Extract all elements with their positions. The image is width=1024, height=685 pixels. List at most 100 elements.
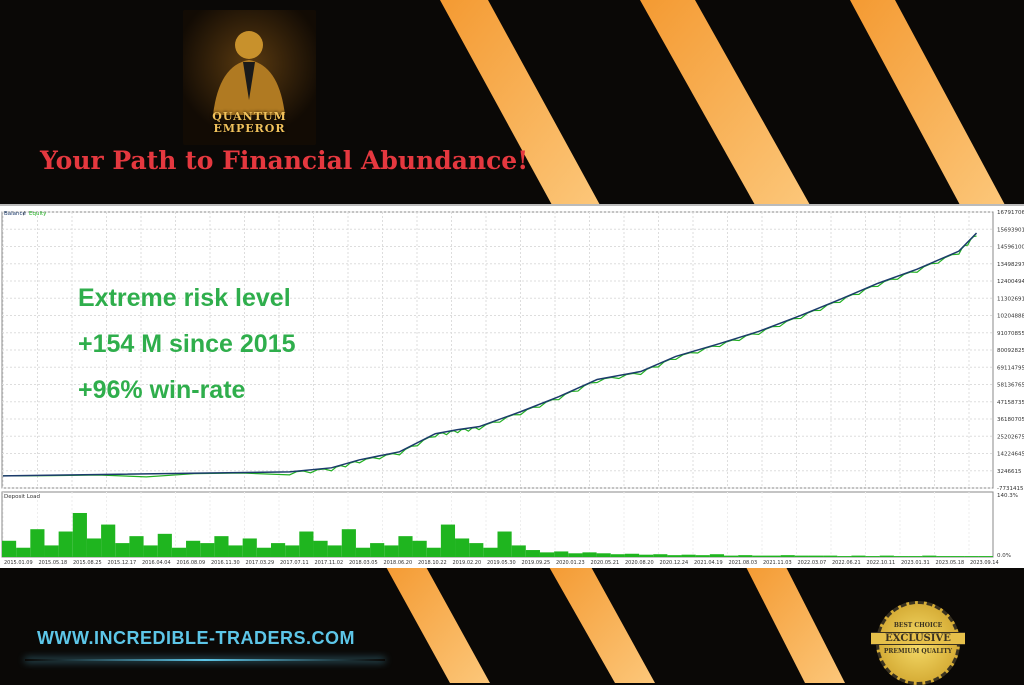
deposit-load-bar [498, 532, 512, 557]
deposit-load-bar [342, 529, 356, 557]
x-tick-label: 2017.03.29 [246, 560, 275, 566]
x-tick-label: 2018.03.05 [349, 560, 378, 566]
x-tick-label: 2016.04.04 [142, 560, 171, 566]
deposit-load-title: Deposit Load [4, 494, 40, 500]
y-tick-label: 91070855 [997, 331, 1024, 337]
x-tick-label: 2018.06.20 [384, 560, 413, 566]
stripe [640, 0, 810, 205]
deposit-load-bar [73, 513, 87, 557]
deposit-load-bar [696, 555, 710, 557]
deposit-load-bar [653, 554, 667, 557]
y-tick-label: 10204888 [997, 314, 1024, 320]
deposit-load-bar [682, 555, 696, 557]
x-tick-label: 2016.11.30 [211, 560, 240, 566]
y-tick-label: 25202675 [997, 434, 1024, 440]
deposit-load-bar [894, 556, 908, 557]
deposit-load-bar [908, 556, 922, 557]
deposit-load-bar [781, 555, 795, 557]
deposit-load-bar [214, 536, 228, 557]
legend-equity: Equity [29, 211, 47, 217]
deposit-load-bar [766, 556, 780, 557]
deposit-load-bar [356, 548, 370, 557]
x-tick-label: 2017.07.11 [280, 560, 309, 566]
x-tick-label: 2020.12.24 [660, 560, 689, 566]
deposit-load-bar [129, 536, 143, 557]
deposit-load-bar [752, 556, 766, 557]
deposit-load-bar [809, 556, 823, 557]
legend-separator: / [23, 211, 25, 217]
deposit-load-bar [285, 545, 299, 557]
deposit-load-bar [922, 556, 936, 557]
x-tick-label: 2021.11.03 [763, 560, 792, 566]
deposit-load-bar [568, 553, 582, 557]
deposit-load-bar [738, 555, 752, 557]
deposit-load-bar [2, 541, 16, 557]
deposit-load-bar [611, 554, 625, 557]
x-tick-label: 2023.09.14 [970, 560, 999, 566]
deposit-load-bar [667, 555, 681, 557]
y-tick-label: 80092825 [997, 348, 1024, 354]
deposit-load-bar [526, 550, 540, 557]
y-tick-label: 3246615 [997, 469, 1022, 475]
promo-risk-level: Extreme risk level [78, 284, 291, 313]
deposit-load-bar [370, 543, 384, 557]
x-tick-label: 2015.05.18 [39, 560, 68, 566]
x-tick-label: 2015.12.17 [108, 560, 137, 566]
stripe [548, 565, 655, 683]
x-tick-label: 2015.01.09 [4, 560, 33, 566]
y-tick-label: 11302691 [997, 296, 1024, 302]
badge-top: BEST CHOICE [879, 622, 957, 629]
x-tick-label: 2017.11.02 [315, 560, 344, 566]
deposit-load-bar [413, 541, 427, 557]
deposit-load-bar [384, 545, 398, 557]
y-tick-label: 47158735 [997, 400, 1024, 406]
y-tick-label: 14224645 [997, 452, 1024, 458]
y-tick-label: 36180705 [997, 417, 1024, 423]
deposit-load-bar [724, 556, 738, 557]
quantum-emperor-logo: QUANTUM EMPEROR [183, 10, 316, 145]
deposit-load-bar [186, 541, 200, 557]
deposit-load-bar [483, 548, 497, 557]
y-tick-label: 13498297 [997, 262, 1024, 268]
deposit-load-bar [625, 554, 639, 557]
x-tick-label: 2019.09.25 [522, 560, 551, 566]
x-tick-label: 2023.01.31 [901, 560, 930, 566]
stripe [850, 0, 1005, 205]
deposit-load-bar [512, 545, 526, 557]
glow-underline [25, 659, 385, 661]
x-tick-label: 2020.01.23 [556, 560, 585, 566]
deposit-load-bar [271, 543, 285, 557]
deposit-load-bar [328, 545, 342, 557]
y-tick-label: 15693901 [997, 227, 1024, 233]
deposit-load-bar [427, 548, 441, 557]
stripe [745, 565, 845, 683]
deposit-load-bar [44, 545, 58, 557]
deposit-load-bar [597, 553, 611, 557]
deposit-load-bar [30, 529, 44, 557]
x-tick-label: 2018.10.22 [418, 560, 447, 566]
deposit-load-bar [101, 525, 115, 557]
deposit-load-bar [710, 554, 724, 557]
deposit-load-bar [441, 525, 455, 557]
deposit-load-bar [229, 545, 243, 557]
deposit-load-bar [936, 556, 950, 557]
y-tick-label: 12400494 [997, 279, 1024, 285]
deposit-load-bar [851, 556, 865, 557]
logo-text: QUANTUM EMPEROR [183, 111, 316, 135]
deposit-load-bar [299, 532, 313, 557]
deposit-load-bar [540, 552, 554, 557]
y-tick-label: 69114795 [997, 365, 1024, 371]
x-tick-label: 2016.08.09 [177, 560, 206, 566]
tagline: Your Path to Financial Abundance! [40, 146, 528, 175]
promo-win-rate: +96% win-rate [78, 376, 245, 405]
x-tick-label: 2021.08.03 [729, 560, 758, 566]
badge-bottom: PREMIUM QUALITY [879, 648, 957, 655]
deposit-load-bar [795, 556, 809, 557]
deposit-load-bar [200, 543, 214, 557]
x-tick-label: 2022.10.11 [867, 560, 896, 566]
website-link[interactable]: WWW.INCREDIBLE-TRADERS.COM [37, 628, 355, 649]
y-tick-label: 16791706 [997, 210, 1024, 216]
deposit-load-bar [243, 538, 257, 557]
deposit-load-bar [158, 534, 172, 557]
